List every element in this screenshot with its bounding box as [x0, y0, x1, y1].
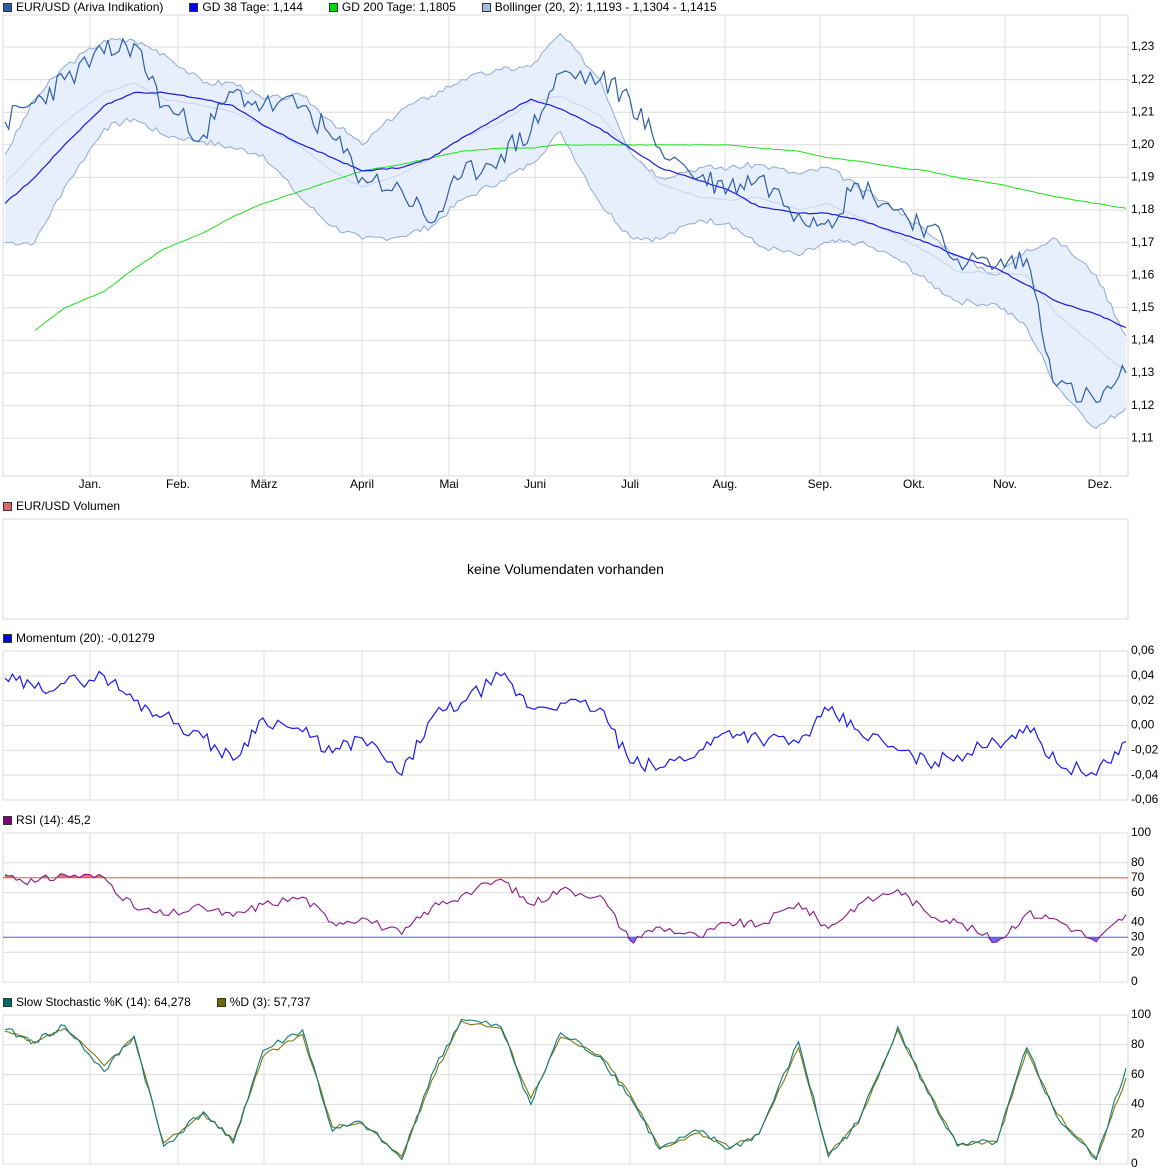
svg-text:60: 60: [1131, 885, 1145, 899]
svg-text:1,15: 1,15: [1131, 300, 1155, 314]
volume-legend: EUR/USD Volumen: [3, 499, 146, 513]
legend-rsi: RSI (14): 45,2: [3, 813, 91, 827]
svg-text:0: 0: [1131, 1156, 1138, 1170]
svg-text:100: 100: [1131, 825, 1151, 839]
svg-text:Sep.: Sep.: [808, 477, 833, 491]
momentum-swatch-icon: [3, 633, 12, 643]
svg-text:100: 100: [1131, 1007, 1151, 1021]
svg-text:0,00: 0,00: [1131, 718, 1155, 732]
svg-text:30: 30: [1131, 929, 1145, 943]
svg-text:-0,02: -0,02: [1131, 743, 1159, 757]
stochastic-legend: Slow Stochastic %K (14): 64,278 %D (3): …: [3, 995, 336, 1009]
svg-text:Juli: Juli: [621, 477, 639, 491]
gd200-swatch-icon: [328, 2, 338, 12]
svg-text:1,22: 1,22: [1131, 72, 1155, 86]
legend-label: EUR/USD (Ariva Indikation): [16, 0, 164, 14]
svg-text:80: 80: [1131, 855, 1145, 869]
bollinger-band-fill: [5, 34, 1126, 429]
rsi-legend: RSI (14): 45,2: [3, 813, 117, 827]
legend-eurusd: EUR/USD (Ariva Indikation): [3, 0, 163, 14]
svg-text:April: April: [350, 477, 374, 491]
legend-label: GD 38 Tage: 1,144: [202, 0, 303, 14]
svg-text:0,04: 0,04: [1131, 668, 1155, 682]
svg-text:70: 70: [1131, 870, 1145, 884]
svg-text:0,06: 0,06: [1131, 643, 1155, 657]
gd200-line: [34, 144, 1127, 331]
stochastic-panel: 100 80 60 40 20 0: [2, 1007, 1151, 1170]
svg-text:1,18: 1,18: [1131, 202, 1155, 216]
svg-text:Aug.: Aug.: [713, 477, 738, 491]
gd38-swatch-icon: [189, 2, 199, 12]
stoch-k-line: [4, 1018, 1127, 1161]
legend-label: %D (3): 57,737: [229, 995, 311, 1009]
svg-text:1,21: 1,21: [1131, 104, 1155, 118]
svg-text:0: 0: [1131, 974, 1138, 988]
rsi-swatch-icon: [3, 815, 12, 825]
svg-text:Nov.: Nov.: [993, 477, 1017, 491]
rsi-line: [4, 872, 1127, 944]
legend-gd38: GD 38 Tage: 1,144: [189, 0, 303, 14]
svg-text:Mai: Mai: [439, 477, 458, 491]
bollinger-lower-line: [4, 117, 1127, 430]
price-line: [4, 37, 1127, 403]
main-legend: EUR/USD (Ariva Indikation) GD 38 Tage: 1…: [3, 0, 743, 14]
legend-label: Momentum (20): -0,01279: [16, 631, 155, 645]
legend-stoch-k: Slow Stochastic %K (14): 64,278: [3, 995, 191, 1009]
svg-text:-0,06: -0,06: [1131, 792, 1159, 806]
svg-text:Feb.: Feb.: [166, 477, 190, 491]
svg-text:Okt.: Okt.: [903, 477, 925, 491]
svg-text:Juni: Juni: [524, 477, 546, 491]
stoch-d-swatch-icon: [216, 997, 226, 1007]
svg-text:1,17: 1,17: [1131, 235, 1155, 249]
svg-text:20: 20: [1131, 944, 1145, 958]
svg-text:80: 80: [1131, 1037, 1145, 1051]
svg-text:1,16: 1,16: [1131, 267, 1155, 281]
legend-label: Bollinger (20, 2): 1,1193 - 1,1304 - 1,1…: [494, 0, 717, 14]
bollinger-upper-line: [4, 33, 1127, 336]
legend-stoch-d: %D (3): 57,737: [216, 995, 311, 1009]
svg-text:40: 40: [1131, 1097, 1145, 1111]
svg-text:1,20: 1,20: [1131, 137, 1155, 151]
legend-volume: EUR/USD Volumen: [3, 499, 120, 513]
volume-panel: [2, 518, 1129, 620]
legend-gd200: GD 200 Tage: 1,1805: [328, 0, 456, 14]
svg-text:40: 40: [1131, 915, 1145, 929]
svg-text:1,14: 1,14: [1131, 333, 1155, 347]
legend-label: Slow Stochastic %K (14): 64,278: [16, 995, 191, 1009]
svg-text:1,13: 1,13: [1131, 365, 1155, 379]
svg-text:Jan.: Jan.: [79, 477, 102, 491]
price-chart-panel: 1,11 1,12 1,13 1,14 1,15 1,16 1,17 1,18 1,19 1,20…: [2, 14, 1155, 491]
momentum-line: [4, 670, 1127, 777]
svg-text:Dez.: Dez.: [1088, 477, 1113, 491]
svg-text:1,12: 1,12: [1131, 398, 1155, 412]
momentum-panel: 0,06 0,04 0,02 0,00 -0,02 -0,04 -0,06: [2, 643, 1159, 806]
bollinger-swatch-icon: [481, 2, 491, 12]
svg-text:1,11: 1,11: [1131, 430, 1154, 444]
legend-label: GD 200 Tage: 1,1805: [341, 0, 456, 14]
legend-label: EUR/USD Volumen: [16, 499, 121, 513]
bollinger-middle-line: [4, 82, 1127, 373]
gd38-line: [4, 91, 1127, 328]
volume-swatch-icon: [3, 501, 12, 511]
svg-text:20: 20: [1131, 1126, 1145, 1140]
legend-label: RSI (14): 45,2: [16, 813, 91, 827]
volume-empty-message: keine Volumendaten vorhanden: [467, 561, 664, 577]
svg-text:1,19: 1,19: [1131, 170, 1155, 184]
momentum-legend: Momentum (20): -0,01279: [3, 631, 181, 645]
legend-bollinger: Bollinger (20, 2): 1,1193 - 1,1304 - 1,1…: [481, 0, 717, 14]
stoch-k-swatch-icon: [3, 997, 12, 1007]
stoch-d-line: [4, 1020, 1127, 1159]
svg-text:1,23: 1,23: [1131, 39, 1155, 53]
svg-text:60: 60: [1131, 1067, 1145, 1081]
eurusd-swatch-icon: [3, 2, 12, 12]
svg-text:März: März: [251, 477, 278, 491]
svg-text:0,02: 0,02: [1131, 693, 1155, 707]
legend-momentum: Momentum (20): -0,01279: [3, 631, 155, 645]
svg-text:-0,04: -0,04: [1131, 767, 1159, 781]
